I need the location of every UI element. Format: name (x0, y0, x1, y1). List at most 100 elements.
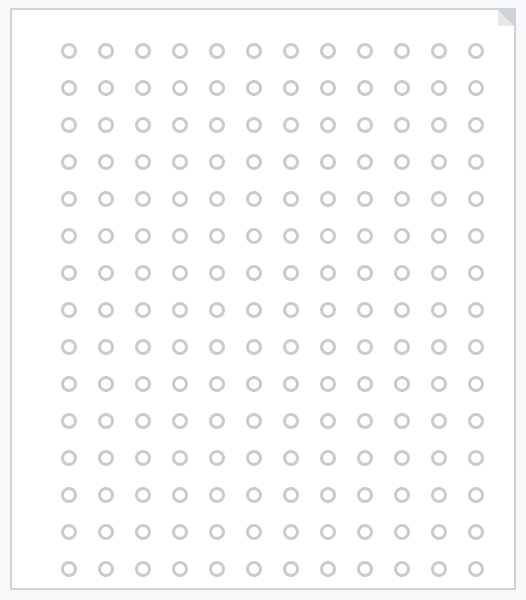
grid-cell (124, 365, 161, 402)
grid-cell (346, 254, 383, 291)
grid-cell (457, 513, 494, 550)
ring-icon (283, 228, 299, 244)
ring-icon (98, 302, 114, 318)
ring-icon (246, 302, 262, 318)
ring-icon (172, 524, 188, 540)
ring-icon (468, 191, 484, 207)
grid-cell (272, 106, 309, 143)
ring-icon (320, 117, 336, 133)
ring-icon (431, 450, 447, 466)
grid-cell (124, 32, 161, 69)
ring-icon (61, 43, 77, 59)
grid-cell (161, 513, 198, 550)
ring-icon (431, 154, 447, 170)
ring-icon (357, 524, 373, 540)
ring-icon (61, 561, 77, 577)
perforated-panel (10, 8, 516, 590)
ring-icon (357, 302, 373, 318)
grid-cell (309, 328, 346, 365)
grid-cell (124, 254, 161, 291)
grid-cell (235, 180, 272, 217)
grid-cell (124, 217, 161, 254)
grid-cell (161, 476, 198, 513)
grid-cell (124, 439, 161, 476)
grid-cell (309, 254, 346, 291)
ring-icon (357, 228, 373, 244)
ring-icon (135, 450, 151, 466)
grid-cell (457, 328, 494, 365)
grid-cell (457, 439, 494, 476)
grid-cell (272, 439, 309, 476)
grid-cell (198, 143, 235, 180)
grid-cell (87, 32, 124, 69)
grid-cell (383, 217, 420, 254)
grid-cell (420, 291, 457, 328)
ring-icon (320, 376, 336, 392)
grid-cell (457, 180, 494, 217)
ring-icon (246, 117, 262, 133)
grid-cell (420, 476, 457, 513)
ring-icon (135, 561, 151, 577)
ring-icon (357, 339, 373, 355)
dot-grid (50, 32, 494, 587)
ring-icon (172, 117, 188, 133)
ring-icon (320, 487, 336, 503)
grid-cell (161, 439, 198, 476)
grid-cell (87, 439, 124, 476)
grid-cell (50, 106, 87, 143)
ring-icon (320, 561, 336, 577)
ring-icon (246, 487, 262, 503)
ring-icon (357, 413, 373, 429)
ring-icon (98, 117, 114, 133)
grid-cell (383, 143, 420, 180)
grid-cell (87, 143, 124, 180)
grid-cell (272, 69, 309, 106)
ring-icon (431, 302, 447, 318)
ring-icon (394, 450, 410, 466)
grid-cell (346, 365, 383, 402)
ring-icon (283, 561, 299, 577)
grid-cell (124, 476, 161, 513)
grid-cell (420, 106, 457, 143)
ring-icon (468, 228, 484, 244)
ring-icon (61, 228, 77, 244)
grid-cell (383, 328, 420, 365)
ring-icon (283, 376, 299, 392)
grid-cell (309, 402, 346, 439)
ring-icon (357, 376, 373, 392)
ring-icon (431, 191, 447, 207)
grid-cell (198, 69, 235, 106)
grid-cell (346, 180, 383, 217)
ring-icon (61, 191, 77, 207)
grid-cell (457, 106, 494, 143)
grid-cell (50, 439, 87, 476)
ring-icon (394, 43, 410, 59)
ring-icon (209, 561, 225, 577)
grid-cell (198, 476, 235, 513)
ring-icon (394, 302, 410, 318)
ring-icon (98, 524, 114, 540)
grid-cell (235, 106, 272, 143)
grid-cell (420, 254, 457, 291)
ring-icon (246, 80, 262, 96)
grid-cell (309, 550, 346, 587)
ring-icon (209, 265, 225, 281)
grid-cell (198, 439, 235, 476)
ring-icon (468, 154, 484, 170)
grid-cell (309, 69, 346, 106)
ring-icon (283, 339, 299, 355)
grid-cell (420, 32, 457, 69)
grid-cell (235, 143, 272, 180)
ring-icon (135, 80, 151, 96)
grid-cell (272, 180, 309, 217)
ring-icon (172, 413, 188, 429)
ring-icon (431, 487, 447, 503)
ring-icon (98, 450, 114, 466)
ring-icon (468, 561, 484, 577)
grid-cell (161, 32, 198, 69)
grid-cell (272, 328, 309, 365)
grid-cell (87, 106, 124, 143)
grid-cell (235, 328, 272, 365)
ring-icon (98, 413, 114, 429)
grid-cell (383, 291, 420, 328)
